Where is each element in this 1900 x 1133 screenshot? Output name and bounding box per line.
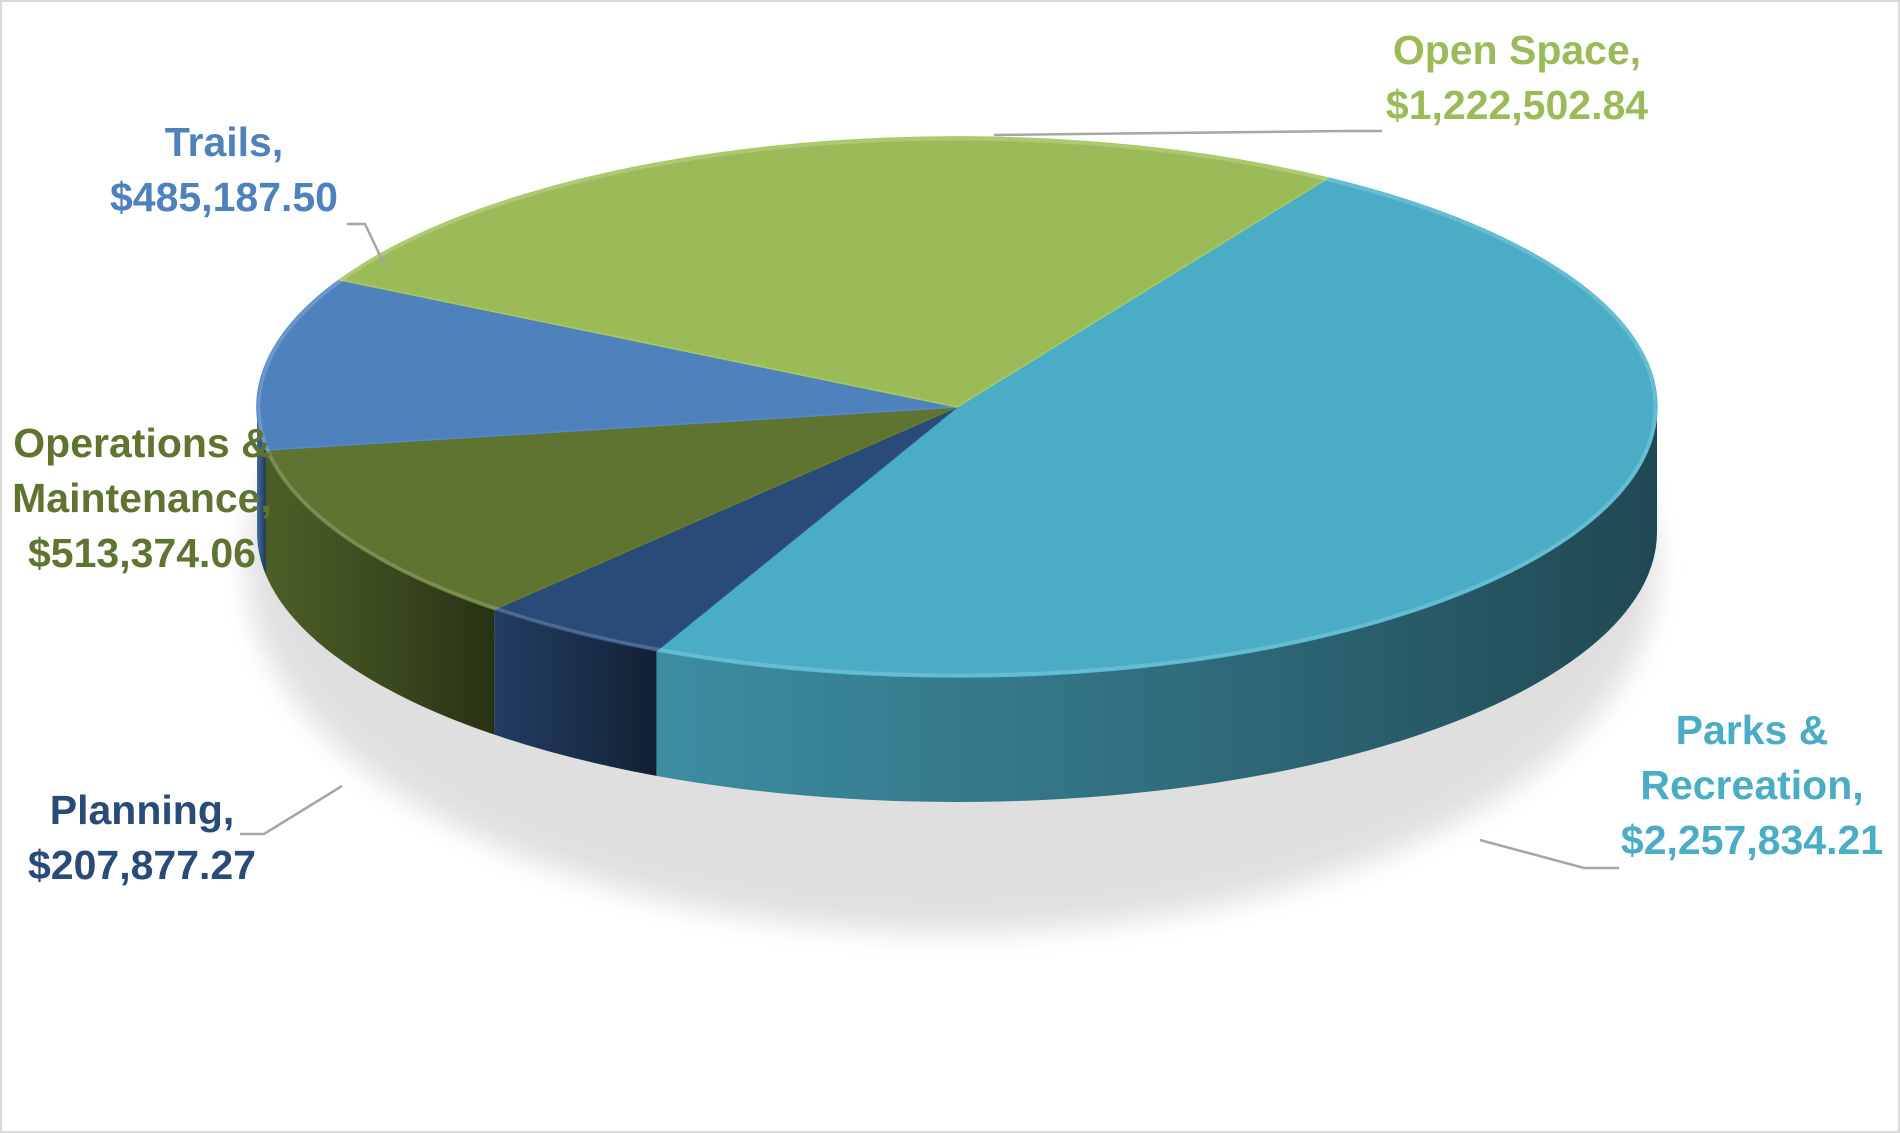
slice-planning — [492, 406, 958, 652]
slice-side-parks-recreation — [656, 407, 1657, 802]
data-label-parks-recreation: Parks & Recreation, $2,257,834.21 — [1621, 707, 1883, 863]
data-label-trails: Trails, $485,187.50 — [110, 119, 338, 220]
leader-line-parks-recreation — [1479, 838, 1619, 870]
data-label-planning: Planning, $207,877.27 — [28, 787, 256, 888]
leader-line-open-space — [993, 129, 1382, 137]
data-label-line: Recreation, — [1640, 762, 1863, 808]
pie-sides — [257, 407, 1657, 802]
slice-operations-maintenance — [264, 406, 958, 611]
data-label-line: Parks & — [1676, 707, 1829, 753]
data-labels: Parks & Recreation, $2,257,834.21 Planning,… — [12, 27, 1883, 888]
data-label-line: Operations & — [13, 420, 270, 466]
data-label-line: Trails, — [165, 119, 284, 165]
data-label-line: $485,187.50 — [110, 174, 338, 220]
data-label-line: Planning, — [50, 787, 235, 833]
data-label-line: $207,877.27 — [28, 842, 256, 888]
slice-trails — [256, 279, 958, 451]
slice-side-trails — [257, 407, 266, 576]
slice-side-planning — [494, 609, 657, 776]
data-label-line: $513,374.06 — [28, 530, 256, 576]
pie-tops — [256, 136, 1658, 678]
slice-open-space — [337, 136, 1330, 408]
rim-highlight — [257, 137, 1657, 677]
data-label-line: Maintenance, — [12, 475, 272, 521]
data-label-operations-maintenance: Operations & Maintenance, $513,374.06 — [12, 420, 272, 576]
data-label-line: Open Space, — [1393, 27, 1641, 73]
leader-lines — [240, 129, 1619, 870]
data-label-open-space: Open Space, $1,222,502.84 — [1386, 27, 1648, 128]
slice-parks-recreation — [654, 177, 1658, 678]
data-label-line: $1,222,502.84 — [1386, 82, 1648, 128]
leader-line-trails — [347, 222, 387, 267]
leader-line-planning — [240, 784, 343, 836]
data-label-line: $2,257,834.21 — [1621, 817, 1883, 863]
slice-side-operations-maintenance — [265, 450, 495, 735]
